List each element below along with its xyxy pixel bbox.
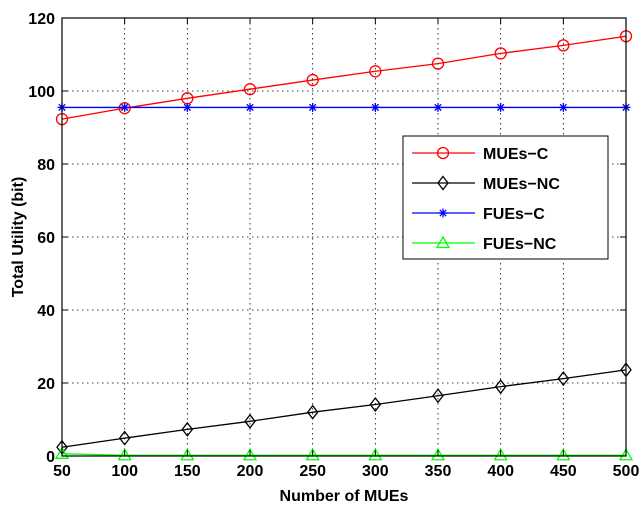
legend-marker <box>437 175 449 191</box>
data-point <box>308 102 318 112</box>
y-tick-label: 120 <box>28 11 55 28</box>
y-tick-label: 20 <box>37 376 55 393</box>
x-axis-label: Number of MUEs <box>280 488 409 505</box>
data-point <box>244 413 256 429</box>
data-point <box>306 404 319 420</box>
data-point <box>368 447 383 461</box>
data-point <box>305 447 320 461</box>
data-point <box>370 102 380 112</box>
series-2 <box>56 362 632 455</box>
y-tick-label: 80 <box>37 157 55 174</box>
data-point <box>432 388 444 404</box>
data-point <box>118 102 131 115</box>
y-tick-label: 40 <box>37 303 55 320</box>
data-point <box>557 39 570 52</box>
data-point <box>181 421 194 437</box>
legend-label: MUEs−NC <box>483 176 560 193</box>
legend-box <box>402 135 609 260</box>
x-tick-label: 100 <box>111 463 138 480</box>
data-point <box>369 396 382 413</box>
data-point <box>558 102 568 112</box>
y-axis-label: Total Utility (bit) <box>10 177 27 298</box>
series-1 <box>55 30 633 126</box>
y-tick-label: 100 <box>28 84 55 101</box>
x-tick-label: 450 <box>550 463 577 480</box>
legend-label: FUEs−C <box>483 206 545 223</box>
legend-marker <box>438 208 448 218</box>
data-point <box>242 447 258 461</box>
legend-label: FUEs−NC <box>483 236 557 253</box>
legend: MUEs−C MUEs−NC FUEs−C FUEs−NC <box>402 135 609 260</box>
y-tick-label: 60 <box>37 230 55 247</box>
y-tick-label: 0 <box>46 449 55 466</box>
series-4 <box>54 446 634 461</box>
data-point <box>182 102 192 112</box>
data-point <box>557 371 570 387</box>
data-point <box>431 57 445 70</box>
series-line <box>61 369 627 448</box>
x-tick-label: 300 <box>362 463 389 480</box>
data-point <box>117 447 132 461</box>
data-point <box>494 379 507 395</box>
data-point <box>306 73 319 87</box>
series-line <box>61 35 627 120</box>
x-tick-label: 200 <box>237 463 264 480</box>
series-line <box>61 453 626 456</box>
data-point <box>243 83 257 96</box>
x-tick-label: 400 <box>487 463 514 480</box>
data-point <box>496 102 506 112</box>
x-tick-label: 500 <box>613 463 640 480</box>
data-point <box>54 446 70 459</box>
data-point <box>245 102 255 112</box>
data-point <box>369 65 382 78</box>
data-point <box>556 447 571 461</box>
data-point <box>180 447 195 461</box>
data-point <box>493 447 508 461</box>
series-3 <box>57 102 631 112</box>
data-point <box>120 102 130 112</box>
ticks: 50 100 150 200 250 300 350 400 450 500 0 20 40 60 80 10… <box>28 11 639 480</box>
legend-label: MUEs−C <box>483 146 549 163</box>
x-tick-label: 150 <box>174 463 201 480</box>
x-tick-label: 350 <box>425 463 452 480</box>
series-lines <box>54 30 634 461</box>
data-point <box>433 102 443 112</box>
data-point <box>430 447 446 461</box>
data-point <box>618 447 634 461</box>
data-point <box>494 47 507 60</box>
x-tick-label: 50 <box>53 463 71 480</box>
legend-marker <box>436 146 450 160</box>
legend-marker <box>435 235 451 249</box>
data-point <box>118 430 131 446</box>
x-tick-label: 250 <box>299 463 326 480</box>
